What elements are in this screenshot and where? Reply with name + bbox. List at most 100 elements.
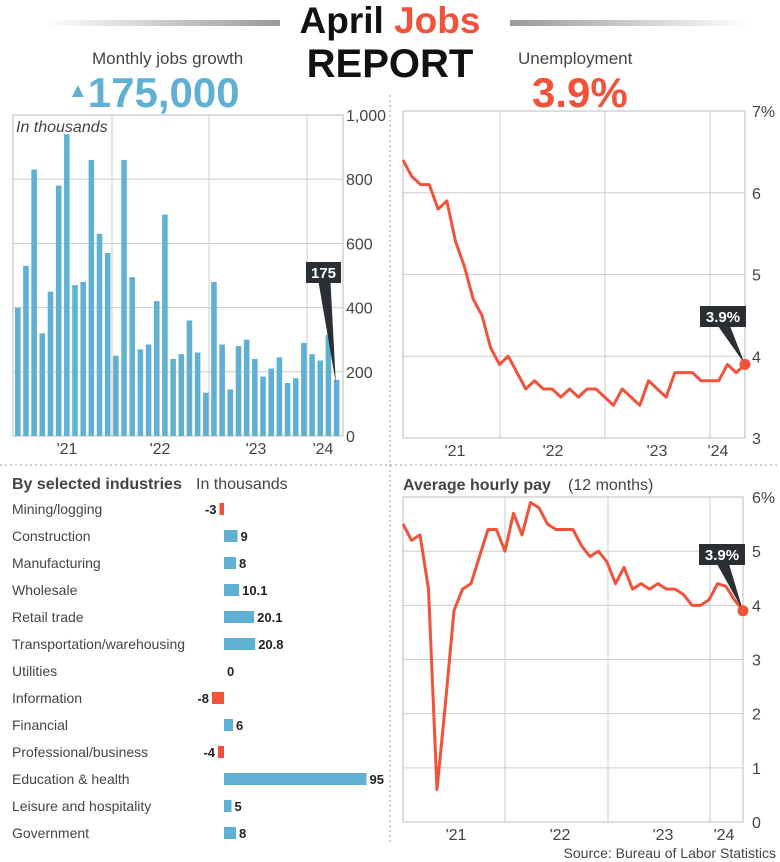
industries-title: By selected industries xyxy=(12,476,182,493)
unemployment-plot-frame xyxy=(402,110,746,439)
industry-label: Transportation/warehousing xyxy=(12,636,185,652)
jobs-bar xyxy=(170,358,176,436)
jobs-ytick-label: 600 xyxy=(346,236,373,253)
industry-label: Government xyxy=(12,825,89,841)
jobs-unit-note: In thousands xyxy=(16,119,108,136)
hourly-pay-ytick-label: 1 xyxy=(752,761,761,778)
unemployment-xtick-label: '21 xyxy=(445,443,466,460)
jobs-bar xyxy=(243,339,250,436)
triangle-up-icon: ▲ xyxy=(68,80,88,102)
industry-bar xyxy=(218,746,224,758)
unemployment-ytick-label: 7% xyxy=(752,104,775,121)
industry-bar xyxy=(224,557,236,569)
jobs-bar xyxy=(219,344,225,436)
jobs-xtick-label: '22 xyxy=(150,441,171,458)
jobs-bar xyxy=(186,320,193,436)
jobs-callout-label: 175 xyxy=(311,265,336,282)
jobs-bar xyxy=(23,265,29,436)
jobs-bar xyxy=(276,357,283,436)
jobs-bar xyxy=(88,159,95,436)
title-rule-right xyxy=(510,20,750,26)
industry-bar xyxy=(224,827,236,839)
unemployment-label: Unemployment xyxy=(518,49,633,68)
unemployment-value: 3.9% xyxy=(532,69,628,116)
jobs-headline: ▲175,000 xyxy=(68,72,240,114)
jobs-bar xyxy=(80,281,86,436)
industry-value: 8 xyxy=(239,826,246,841)
unemployment-callout-box xyxy=(700,306,746,327)
industry-value: 0 xyxy=(227,664,234,679)
jobs-bar xyxy=(55,185,62,436)
hourly-pay-ytick-label: 4 xyxy=(752,598,761,615)
hourly-pay-ytick-label: 3 xyxy=(752,653,761,670)
industries-unit: In thousands xyxy=(196,476,288,493)
hourly-pay-callout-label: 3.9% xyxy=(705,547,739,564)
hourly-pay-ytick-label: 2 xyxy=(752,707,761,724)
jobs-ytick-label: 800 xyxy=(346,172,373,189)
jobs-bar xyxy=(325,334,332,436)
jobs-bar xyxy=(211,281,217,436)
industry-bar xyxy=(224,530,238,542)
jobs-xtick-label: '23 xyxy=(246,441,267,458)
title-april: April xyxy=(299,0,384,41)
page-title: April Jobs xyxy=(0,2,780,39)
jobs-bar xyxy=(137,349,144,436)
title-jobs: Jobs xyxy=(394,0,481,41)
jobs-bar xyxy=(113,355,119,436)
jobs-bar xyxy=(104,253,111,436)
industry-bar xyxy=(212,692,224,704)
jobs-bar xyxy=(39,333,46,436)
industry-value: 20.8 xyxy=(258,637,283,652)
jobs-label: Monthly jobs growth xyxy=(92,49,244,68)
page-subtitle: REPORT xyxy=(306,42,474,86)
jobs-bar xyxy=(121,159,127,436)
jobs-bar xyxy=(227,389,234,436)
jobs-bar xyxy=(96,233,103,436)
jobs-bar xyxy=(162,214,168,436)
jobs-callout-pointer xyxy=(318,282,336,383)
jobs-bar xyxy=(194,352,201,436)
jobs-bar xyxy=(129,277,136,436)
industry-value: 20.1 xyxy=(257,610,282,625)
jobs-bar xyxy=(47,291,54,436)
jobs-plot-frame xyxy=(12,114,344,437)
hourly-pay-plot-frame xyxy=(402,496,744,823)
unemployment-ytick-label: 4 xyxy=(752,349,761,366)
jobs-bar xyxy=(260,376,266,436)
hourly-pay-ytick-label: 5 xyxy=(752,544,761,561)
industry-label: Retail trade xyxy=(12,609,84,625)
hourly-pay-title: Average hourly pay xyxy=(403,477,551,494)
unemployment-xtick-label: '22 xyxy=(543,443,564,460)
industry-bar xyxy=(224,719,233,731)
hourly-pay-callout-box xyxy=(699,544,745,565)
industry-value: 5 xyxy=(235,799,242,814)
jobs-bar xyxy=(317,360,324,436)
jobs-bar xyxy=(309,354,315,436)
jobs-bar xyxy=(153,301,160,436)
unemployment-ytick-label: 5 xyxy=(752,268,761,285)
industry-value: -3 xyxy=(205,502,217,517)
industry-value: 95 xyxy=(370,772,384,787)
hourly-pay-xtick-label: '22 xyxy=(550,827,571,844)
industry-bar xyxy=(224,773,367,785)
unemployment-ytick-label: 3 xyxy=(752,431,761,448)
jobs-bar xyxy=(235,346,242,436)
jobs-callout-box xyxy=(306,262,341,283)
jobs-bar xyxy=(301,342,307,436)
jobs-bar xyxy=(292,378,299,436)
jobs-bar xyxy=(15,307,21,436)
hourly-pay-ytick-label: 0 xyxy=(752,815,761,832)
industry-bar xyxy=(224,638,256,650)
unemployment-last-point xyxy=(739,358,751,370)
jobs-value: 175,000 xyxy=(87,69,240,116)
jobs-bar xyxy=(72,285,78,436)
jobs-bar xyxy=(284,383,291,436)
industry-value: -8 xyxy=(197,691,209,706)
unemployment-xtick-label: '24 xyxy=(708,443,729,460)
jobs-bar xyxy=(333,379,340,436)
industry-bar xyxy=(224,611,255,623)
industry-value: 9 xyxy=(241,529,248,544)
jobs-bar xyxy=(203,392,209,436)
